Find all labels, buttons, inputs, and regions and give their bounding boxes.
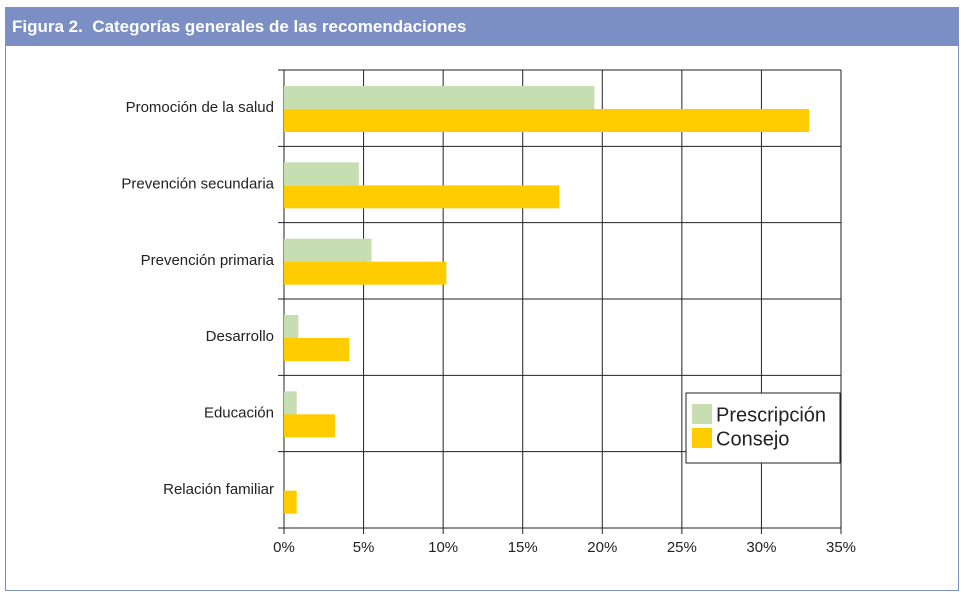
bar [284,109,810,132]
y-tick-label: Relación familiar [163,481,274,498]
x-tick-label: 0% [273,539,295,556]
figure-frame: Figura 2. Categorías generales de las re… [5,7,959,591]
bar [284,185,560,209]
y-tick-label: Desarrollo [206,328,274,345]
bar [284,86,595,109]
x-tick-label: 15% [508,539,538,556]
bar [284,490,297,514]
bar [284,391,297,415]
y-tick-label: Educación [204,404,274,421]
x-tick-label: 5% [353,539,375,556]
x-tick-label: 30% [746,539,776,556]
bar [284,414,335,438]
y-tick-label: Prevención secundaria [121,175,274,192]
y-tick-label: Promoción de la salud [126,99,274,116]
bar [284,162,359,186]
legend-swatch [692,404,712,424]
bar [284,238,372,262]
bar [284,261,447,285]
legend-swatch [692,428,712,448]
legend-label: Prescripción [716,404,826,426]
x-tick-label: 20% [587,539,617,556]
x-tick-label: 35% [826,539,856,556]
y-tick-label: Prevención primaria [141,252,275,269]
x-tick-label: 25% [667,539,697,556]
bar [284,338,350,361]
x-tick-label: 10% [428,539,458,556]
bar [284,315,299,338]
legend-label: Consejo [716,428,789,450]
chart-title: Figura 2. Categorías generales de las re… [6,8,958,46]
